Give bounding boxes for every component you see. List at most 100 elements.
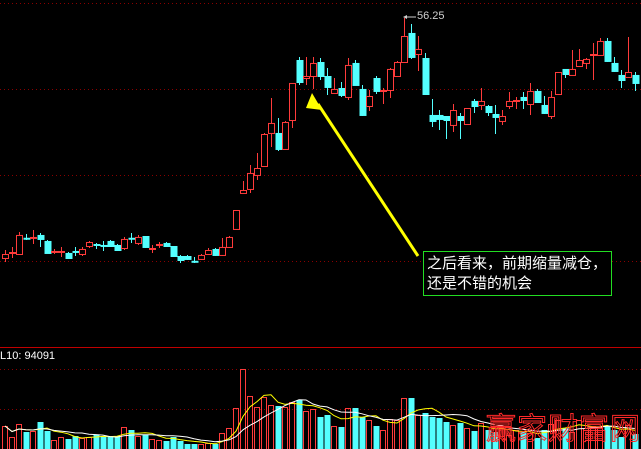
candle-body-down	[534, 90, 542, 103]
candle-body-up	[156, 244, 163, 246]
volume-bar-up	[51, 440, 57, 449]
volume-bar-down	[562, 428, 569, 449]
candle-body-up	[205, 250, 212, 255]
candle-body-down	[429, 114, 437, 122]
candle-body-up	[240, 190, 247, 194]
volume-bar-down	[107, 437, 114, 449]
volume-bar-down	[184, 444, 191, 449]
volume-bar-up	[366, 420, 372, 449]
volume-bar-up	[198, 444, 204, 449]
volume-bar-up	[79, 438, 85, 449]
candle-body-down	[275, 132, 283, 150]
candle-body-up	[464, 108, 471, 125]
volume-bar-up	[478, 423, 484, 449]
volume-bar-down	[485, 430, 492, 449]
candle-body-up	[394, 62, 401, 77]
volume-bar-down	[324, 415, 331, 449]
candle-body-down	[422, 58, 430, 95]
volume-bar-down	[443, 422, 450, 449]
candle-body-up	[583, 58, 590, 64]
candle-body-up	[506, 100, 513, 107]
volume-bar-down	[373, 426, 380, 449]
candle-body-up	[597, 40, 604, 56]
volume-bar-up	[254, 407, 260, 449]
volume-bar-up	[121, 427, 127, 449]
candle-body-down	[317, 62, 325, 77]
volume-bar-up	[58, 437, 64, 449]
candle-body-down	[23, 237, 31, 240]
volume-bars	[2, 369, 639, 449]
volume-bar-up	[149, 439, 155, 449]
volume-bar-down	[604, 426, 611, 449]
candle-body-down	[471, 100, 479, 107]
high-price-label: 56.25	[417, 10, 445, 22]
volume-bar-up	[30, 431, 36, 449]
volume-bar-down	[429, 417, 436, 449]
candlesticks	[2, 18, 640, 263]
candle-body-up	[450, 110, 457, 126]
candle-body-down	[618, 74, 626, 81]
candle-body-down	[44, 240, 52, 254]
volume-bar-up	[240, 369, 246, 449]
volume-bar-up	[527, 433, 533, 449]
volume-bar-up	[394, 420, 400, 449]
volume-bar-down	[618, 437, 625, 449]
volume-bar-down	[72, 436, 79, 449]
candle-body-down	[65, 252, 73, 259]
volume-bar-up	[415, 415, 421, 449]
volume-bar-down	[534, 438, 541, 449]
volume-bar-down	[93, 435, 100, 449]
volume-bar-down	[275, 406, 282, 449]
volume-bar-up	[156, 440, 162, 449]
candle-body-up	[16, 234, 23, 256]
candle-body-up	[268, 122, 275, 134]
volume-bar-down	[492, 432, 499, 449]
candle-body-down	[373, 78, 381, 92]
candle-body-down	[632, 74, 640, 84]
volume-bar-down	[65, 439, 72, 449]
volume-bar-down	[296, 400, 303, 449]
candle-body-down	[562, 68, 570, 75]
candle-body-down	[114, 244, 122, 251]
volume-bar-down	[37, 422, 44, 449]
volume-bar-down	[170, 437, 177, 449]
volume-bar-down	[436, 418, 443, 449]
candle-body-up	[86, 242, 93, 247]
candle-body-up	[499, 116, 506, 122]
volume-bar-down	[44, 431, 51, 449]
annotation-arrow	[306, 93, 420, 257]
volume-bar-up	[310, 409, 316, 449]
volume-bar-down	[142, 435, 149, 449]
volume-bar-up	[205, 443, 211, 449]
volume-bar-down	[114, 436, 121, 449]
volume-bar-down	[457, 423, 464, 449]
candle-body-up	[345, 64, 352, 98]
volume-bar-up	[506, 435, 512, 449]
candle-body-down	[128, 237, 136, 240]
volume-bar-down	[191, 444, 198, 449]
volume-bar-down	[100, 436, 107, 449]
volume-bar-up	[450, 425, 456, 449]
candle-body-down	[142, 236, 150, 248]
candle-body-down	[443, 116, 451, 121]
volume-bar-up	[261, 397, 267, 449]
volume-bar-down	[471, 431, 478, 449]
volume-bar-down	[317, 417, 324, 449]
volume-bar-down	[352, 408, 359, 449]
candle-body-up	[219, 246, 226, 256]
candle-body-down	[100, 244, 108, 247]
high-marker	[403, 15, 416, 19]
annotation-box: 之后看来，前期缩量减仓， 还是不错的机会	[423, 251, 612, 296]
candle-body-up	[58, 250, 65, 253]
candle-body-up	[51, 250, 58, 253]
volume-bar-down	[611, 430, 618, 449]
volume-bar-down	[23, 432, 30, 449]
candle-body-up	[303, 76, 310, 79]
grid-lines	[0, 3, 641, 410]
candle-body-up	[121, 238, 128, 250]
volume-bar-down	[408, 398, 415, 449]
candle-body-up	[135, 236, 142, 244]
volume-bar-down	[632, 434, 639, 449]
